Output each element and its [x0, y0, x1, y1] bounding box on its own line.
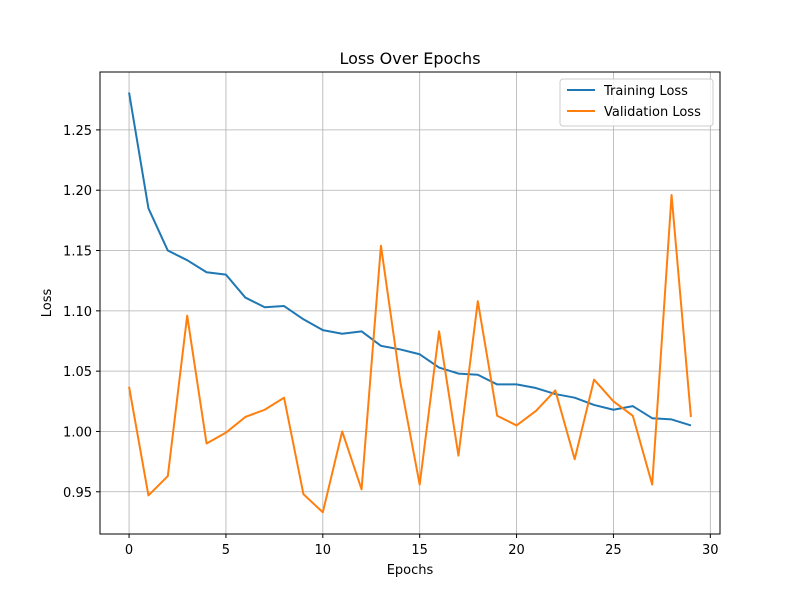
x-tick-label: 20: [508, 543, 525, 558]
ticks-layer: 0 5 10 15 20 25 30 0.95 1.00 1.05 1.10 1.15 1.20 1.25: [63, 124, 719, 558]
x-tick-label: 5: [222, 543, 230, 558]
y-tick-label: 1.05: [63, 365, 92, 380]
legend-box: [559, 78, 714, 127]
y-tick-label: 1.00: [63, 425, 92, 440]
grid-layer: [100, 72, 720, 534]
y-tick-label: 0.95: [63, 486, 92, 501]
x-tick-label: 30: [702, 543, 719, 558]
legend-label-validation: Validation Loss: [604, 105, 701, 120]
series-layer: [128, 92, 692, 514]
training-loss-line: [128, 92, 692, 427]
x-tick-label: 15: [411, 543, 428, 558]
x-tick-label: 10: [315, 543, 332, 558]
chart-title: Loss Over Epochs: [339, 49, 480, 68]
plot-frame: [99, 71, 721, 535]
x-tick-label: 0: [125, 543, 133, 558]
validation-loss-line: [128, 194, 692, 514]
x-tick-label: 25: [605, 543, 622, 558]
y-tick-label: 1.10: [63, 305, 92, 320]
legend: Training Loss Validation Loss: [559, 78, 714, 127]
y-tick-label: 1.20: [63, 184, 92, 199]
y-tick-label: 1.25: [63, 124, 92, 139]
y-axis-title: Loss: [40, 289, 55, 318]
y-tick-label: 1.15: [63, 245, 92, 260]
x-axis-title: Epochs: [387, 563, 434, 578]
legend-label-training: Training Loss: [603, 84, 688, 99]
